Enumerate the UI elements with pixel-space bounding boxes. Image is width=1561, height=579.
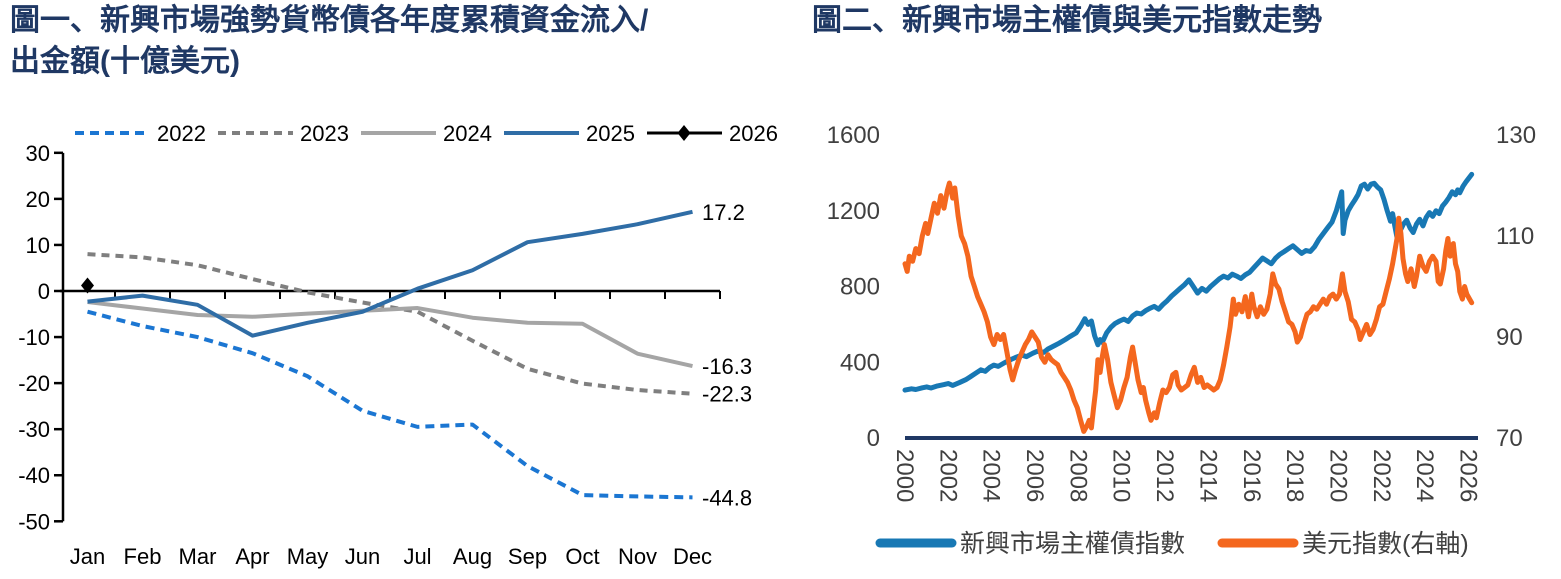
figure-1-chart-area: 30 20 10 0 -10 -20 -30 -40 -50 Jan Feb Mar Apr May Jun… [18, 121, 778, 569]
month-label: Jan [70, 544, 105, 569]
legend-item-新興市場主權債指數: 新興市場主權債指數 [875, 530, 1185, 558]
right-axis-tick-label: 130 [1496, 122, 1536, 149]
month-label: Mar [179, 544, 217, 569]
series-2023-line [87, 252, 693, 396]
x-axis-year-label: 2004 [978, 449, 1005, 502]
figure-1: 圖一、新興市場強勢貨幣債各年度累積資金流入/ 出金額(十億美元) [10, 0, 790, 82]
x-axis-year-label: 2012 [1151, 449, 1178, 502]
series-2026-marker [81, 277, 94, 294]
x-axis-year-label: 2000 [891, 449, 918, 502]
fig1-series: -44.8 -22.3 -16.3 17.2 [81, 200, 752, 510]
right-axis-tick-label: 110 [1496, 223, 1534, 250]
y-axis-tick-label: -40 [18, 463, 50, 488]
month-label: Jul [403, 544, 431, 569]
legend-label: 2023 [300, 121, 349, 146]
legend-item-2026: 2026 [647, 121, 778, 146]
x-axis-year-label: 2018 [1281, 449, 1308, 502]
fig2-axes: 0 400 800 1200 1600 70 90 110 130 2000 2002 2004 200… [827, 122, 1536, 502]
series-2023-end-label: -22.3 [702, 382, 752, 407]
fig2-series [902, 171, 1475, 434]
legend-item-2022: 2022 [75, 121, 206, 146]
series-2022-line [86, 309, 693, 500]
legend-label: 2026 [729, 121, 778, 146]
x-axis-year-label: 2008 [1064, 449, 1091, 502]
figure-1-title: 圖一、新興市場強勢貨幣債各年度累積資金流入/ 出金額(十億美元) [10, 0, 790, 82]
x-axis-year-label: 2006 [1021, 449, 1048, 502]
left-axis-tick-label: 800 [840, 274, 880, 301]
right-axis-tick-label: 70 [1496, 425, 1523, 452]
legend-label: 新興市場主權債指數 [960, 530, 1185, 558]
series-2025-end-label: 17.2 [702, 200, 745, 225]
figure-2-title-line1: 圖二、新興市場主權債與美元指數走勢 [812, 4, 1322, 37]
x-axis-year-label: 2026 [1454, 449, 1481, 502]
month-label: Oct [565, 544, 599, 569]
right-axis-tick-label: 90 [1496, 324, 1523, 351]
y-axis-tick-label: -20 [18, 371, 50, 396]
series-2024-end-label: -16.3 [702, 354, 752, 379]
series-2025-line [87, 209, 693, 338]
x-axis-year-label: 2010 [1108, 449, 1135, 502]
month-label: Nov [618, 544, 657, 569]
series-2022-end-label: -44.8 [702, 485, 752, 510]
y-axis-tick-label: 0 [38, 279, 50, 304]
left-axis-tick-label: 0 [867, 425, 880, 452]
fig2-legend: 新興市場主權債指數 美元指數(右軸) [875, 530, 1469, 558]
legend-label: 2024 [443, 121, 492, 146]
y-axis-tick-label: -10 [18, 325, 50, 350]
fund-flows-chart-svg: 30 20 10 0 -10 -20 -30 -40 -50 Jan Feb Mar Apr May Jun… [18, 121, 778, 569]
x-axis-year-label: 2016 [1238, 449, 1265, 502]
figure-2: 圖二、新興市場主權債與美元指數走勢 [812, 0, 1561, 41]
legend-item-2024: 2024 [361, 121, 492, 146]
fig1-legend: 2022 2023 2024 2025 2026 [75, 121, 778, 146]
x-axis-year-label: 2022 [1368, 449, 1395, 502]
figure-1-title-line2: 出金額(十億美元) [10, 45, 240, 78]
fig1-axes: 30 20 10 0 -10 -20 -30 -40 -50 Jan Feb Mar Apr May Jun… [18, 141, 721, 569]
legend-label: 美元指數(右軸) [1302, 530, 1469, 558]
left-axis-tick-label: 1600 [827, 122, 880, 149]
y-axis-tick-label: -30 [18, 417, 50, 442]
y-axis-tick-label: -50 [18, 509, 50, 534]
month-label: May [287, 544, 329, 569]
month-label: Sep [508, 544, 547, 569]
x-axis-year-label: 2020 [1324, 449, 1351, 502]
series-美元指數(右軸)-line [902, 180, 1475, 434]
x-axis-year-label: 2002 [934, 449, 961, 502]
series-2024-line [87, 300, 693, 369]
legend-label: 2022 [157, 121, 206, 146]
y-axis-tick-label: 30 [26, 141, 50, 166]
figure-2-title: 圖二、新興市場主權債與美元指數走勢 [812, 0, 1561, 41]
month-label: Apr [235, 544, 269, 569]
legend-diamond-marker [677, 125, 691, 141]
bond-vs-usd-chart-svg: 0 400 800 1200 1600 70 90 110 130 2000 2002 2004 200… [827, 122, 1536, 558]
month-label: Aug [453, 544, 492, 569]
x-axis-year-label: 2014 [1194, 449, 1221, 502]
month-label: Dec [673, 544, 712, 569]
x-axis-year-label: 2024 [1411, 449, 1438, 502]
legend-item-美元指數(右軸): 美元指數(右軸) [1217, 530, 1469, 558]
figure-2-chart-area: 0 400 800 1200 1600 70 90 110 130 2000 2002 2004 200… [800, 0, 1561, 579]
legend-label: 2025 [586, 121, 635, 146]
left-axis-tick-label: 400 [840, 349, 880, 376]
legend-item-2023: 2023 [218, 121, 349, 146]
y-axis-tick-label: 20 [26, 187, 50, 212]
month-label: Feb [124, 544, 162, 569]
left-axis-tick-label: 1200 [827, 198, 880, 225]
month-label: Jun [345, 544, 380, 569]
figure-1-title-line1: 圖一、新興市場強勢貨幣債各年度累積資金流入/ [10, 4, 649, 37]
y-axis-tick-label: 10 [26, 233, 50, 258]
legend-item-2025: 2025 [504, 121, 635, 146]
